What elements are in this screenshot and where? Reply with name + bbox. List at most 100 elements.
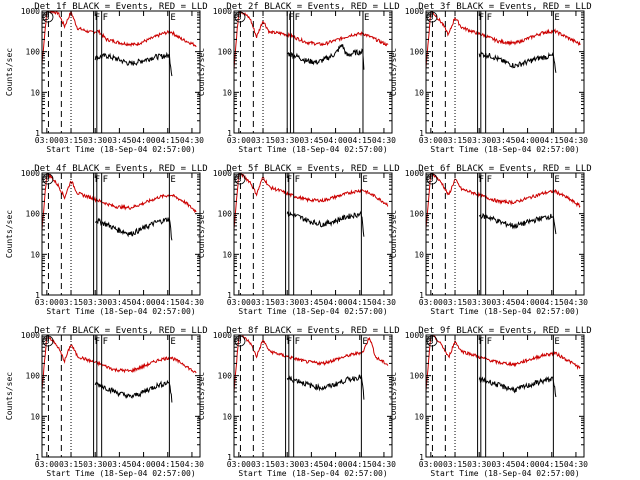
lld-series-line [426, 173, 581, 229]
panel-title: Det 3f BLACK = Events, RED = LLD [418, 2, 591, 12]
x-tick-label: 04:00 [516, 136, 540, 145]
y-tick-label: 1000 [21, 7, 40, 16]
x-tick-label: 03:30 [275, 460, 299, 469]
y-tick-label: 10 [222, 250, 232, 259]
x-tick-label: 03:30 [275, 136, 299, 145]
x-tick-label: 04:15 [156, 460, 180, 469]
y-tick-label: 10 [30, 250, 40, 259]
y-tick-label: 1 [227, 129, 232, 138]
y-tick-label: 1000 [21, 169, 40, 178]
x-tick-label: 03:00 [419, 460, 443, 469]
y-tick-label: 1000 [213, 331, 232, 340]
y-tick-label: 100 [218, 210, 233, 219]
marker-label: F [295, 13, 300, 23]
x-tick-label: 03:45 [491, 298, 515, 307]
events-series-line [94, 51, 173, 77]
marker-label: F [287, 337, 292, 347]
x-tick-label: 04:30 [564, 460, 588, 469]
plot-frame [233, 10, 393, 134]
x-axis-label: Start Time (18-Sep-04 02:57:00) [46, 469, 195, 478]
x-tick-label: 03:30 [83, 460, 107, 469]
y-tick-label: 1 [227, 291, 232, 300]
x-tick-label: 03:45 [107, 460, 131, 469]
x-tick-label: 03:45 [107, 298, 131, 307]
events-series-line [94, 217, 173, 241]
panel-title: Det 4f BLACK = Events, RED = LLD [34, 164, 207, 174]
panel-title: Det 5f BLACK = Events, RED = LLD [226, 164, 399, 174]
x-tick-label: 03:30 [467, 460, 491, 469]
y-tick-label: 1 [35, 453, 40, 462]
y-tick-label: 1000 [213, 7, 232, 16]
y-tick-label: 100 [218, 48, 233, 57]
y-tick-label: 100 [410, 48, 425, 57]
marker-label: S [44, 337, 49, 347]
marker-label: S [236, 13, 241, 23]
x-tick-label: 04:15 [540, 136, 564, 145]
x-axis-label: Start Time (18-Sep-04 02:57:00) [238, 307, 387, 316]
x-tick-label: 03:30 [467, 136, 491, 145]
x-tick-label: 04:30 [564, 136, 588, 145]
marker-label: F [103, 13, 108, 23]
panel-title: Det 8f BLACK = Events, RED = LLD [226, 326, 399, 336]
x-tick-label: 04:30 [372, 460, 396, 469]
lld-series-line [42, 335, 197, 391]
y-tick-label: 10 [30, 412, 40, 421]
x-tick-label: 03:30 [83, 136, 107, 145]
x-axis-label: Start Time (18-Sep-04 02:57:00) [238, 469, 387, 478]
x-tick-label: 03:15 [443, 460, 467, 469]
x-axis-label: Start Time (18-Sep-04 02:57:00) [46, 145, 195, 154]
events-series-line [286, 374, 365, 400]
panel-title: Det 2f BLACK = Events, RED = LLD [226, 2, 399, 12]
x-axis-label: Start Time (18-Sep-04 02:57:00) [430, 307, 579, 316]
x-tick-label: 03:15 [251, 460, 275, 469]
y-axis-label: Counts/sec [197, 210, 206, 258]
marker-label: F [95, 13, 100, 23]
lld-series-line [426, 335, 581, 392]
plot-frame [41, 334, 201, 458]
x-tick-label: 03:15 [443, 136, 467, 145]
events-series-line [478, 212, 557, 235]
x-tick-label: 04:00 [132, 136, 156, 145]
y-axis-label: Counts/sec [389, 372, 398, 420]
x-tick-label: 03:15 [59, 460, 83, 469]
marker-label: S [428, 13, 433, 23]
x-tick-label: 03:45 [299, 136, 323, 145]
x-tick-label: 04:00 [132, 460, 156, 469]
marker-label: F [103, 175, 108, 185]
plot-frame [233, 334, 393, 458]
lld-series-line [42, 11, 197, 64]
y-tick-label: 10 [30, 88, 40, 97]
x-tick-label: 03:15 [251, 298, 275, 307]
marker-label: F [487, 13, 492, 23]
x-tick-label: 04:00 [516, 460, 540, 469]
x-tick-label: 04:15 [156, 136, 180, 145]
y-tick-label: 10 [414, 250, 424, 259]
marker-label: E [554, 13, 559, 23]
x-tick-label: 03:00 [419, 298, 443, 307]
x-tick-label: 03:45 [491, 136, 515, 145]
marker-label: E [554, 175, 559, 185]
x-tick-label: 03:15 [443, 298, 467, 307]
y-axis-label: Counts/sec [5, 210, 14, 258]
marker-label: F [95, 337, 100, 347]
plot-frame [233, 172, 393, 296]
x-axis-label: Start Time (18-Sep-04 02:57:00) [430, 145, 579, 154]
events-series-line [286, 210, 365, 237]
marker-label: S [236, 337, 241, 347]
x-axis-label: Start Time (18-Sep-04 02:57:00) [46, 307, 195, 316]
plot-frame [41, 10, 201, 134]
y-tick-label: 100 [26, 210, 41, 219]
y-tick-label: 1000 [405, 169, 424, 178]
y-tick-label: 1 [419, 291, 424, 300]
plot-frame [41, 172, 201, 296]
x-axis-label: Start Time (18-Sep-04 02:57:00) [430, 469, 579, 478]
x-tick-label: 03:00 [227, 460, 251, 469]
plot-frame [425, 172, 585, 296]
